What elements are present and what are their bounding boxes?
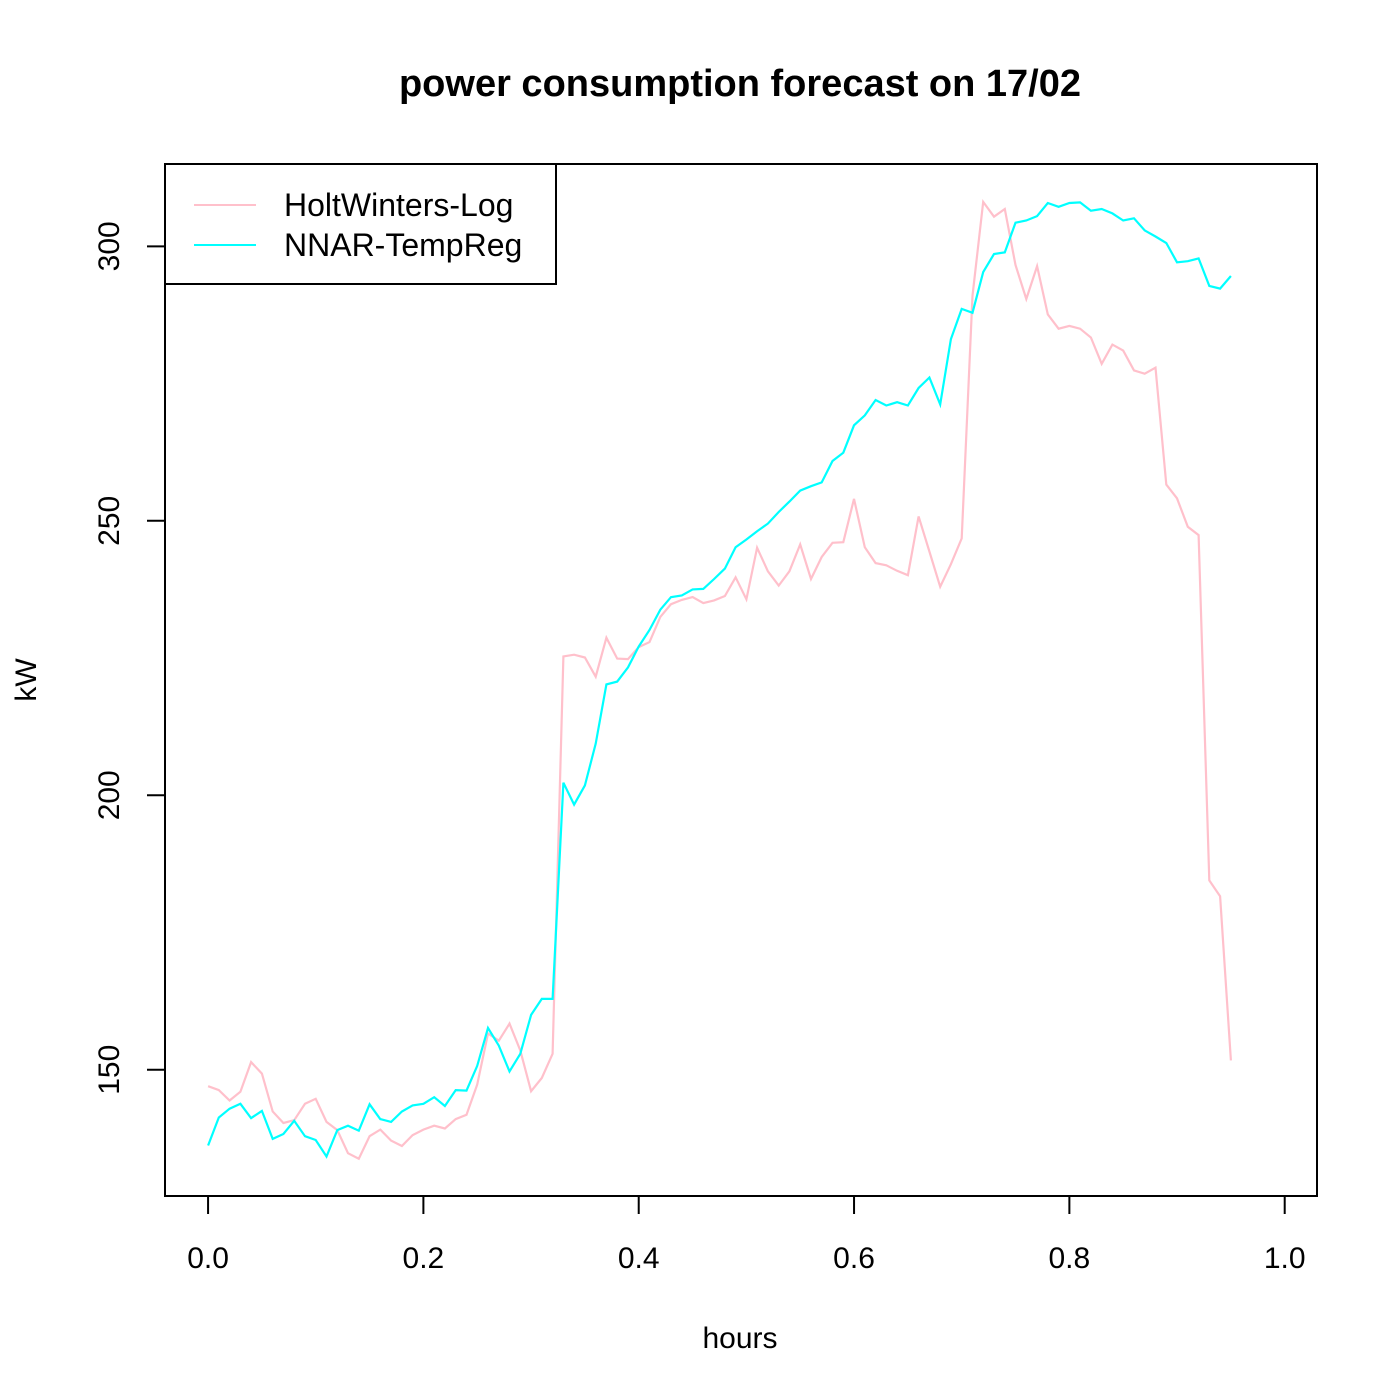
x-tick-label: 0.6 [833,1242,875,1275]
chart-title: power consumption forecast on 17/02 [399,63,1081,105]
legend: HoltWinters-Log NNAR-TempReg [164,163,557,285]
y-axis: 150 200 250 300 [93,221,166,1095]
series-line-nnar-tempreg [207,201,1232,1159]
x-axis: 0.0 0.2 0.4 0.6 0.8 1.0 [187,1195,1306,1275]
x-tick-label: 0.2 [403,1242,445,1275]
x-axis-label: hours [702,1322,777,1355]
plot-frame [164,163,1318,1197]
legend-label-nnar-tempreg: NNAR-TempReg [284,227,522,263]
series-line-holtwinters-log [207,198,1232,1161]
x-tick-label: 0.0 [187,1242,229,1275]
y-axis-label: kW [10,658,43,702]
y-tick-label: 300 [93,221,126,271]
legend-label-holtwinters-log: HoltWinters-Log [284,187,513,223]
y-tick-label: 150 [93,1045,126,1095]
y-tick-label: 250 [93,496,126,546]
legend-box [164,163,557,285]
x-tick-label: 1.0 [1264,1242,1306,1275]
x-tick-label: 0.4 [618,1242,660,1275]
x-tick-label: 0.8 [1049,1242,1091,1275]
series-layer [207,198,1232,1161]
y-tick-label: 200 [93,770,126,820]
